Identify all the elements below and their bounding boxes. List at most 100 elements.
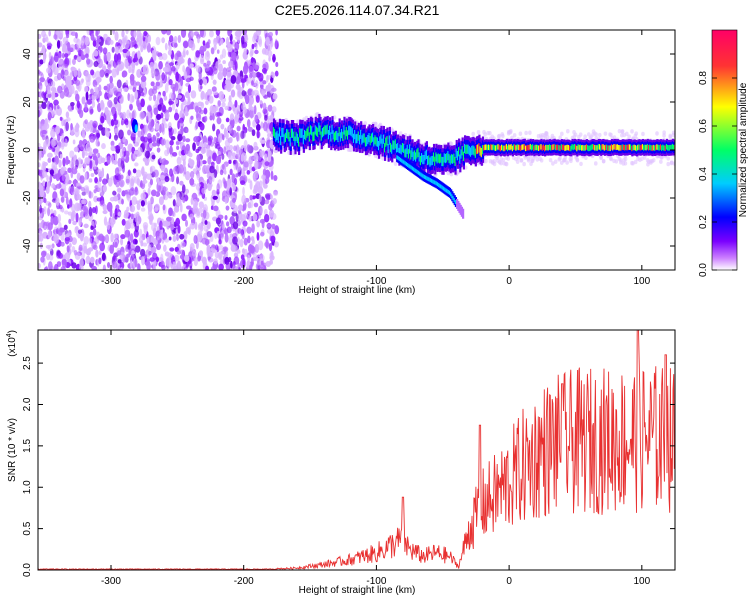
noise-speck xyxy=(218,91,225,101)
noise-speck xyxy=(237,204,243,211)
signal-core xyxy=(399,144,402,154)
signal-core xyxy=(372,132,375,142)
noise-speck xyxy=(240,153,245,162)
signal-core xyxy=(400,145,403,155)
noise-speck xyxy=(242,186,245,196)
halo-speck xyxy=(565,129,570,134)
noise-speck xyxy=(185,128,189,133)
noise-speck xyxy=(222,60,226,65)
noise-speck xyxy=(40,197,44,203)
noise-speck xyxy=(116,79,122,89)
noise-speck xyxy=(83,245,87,254)
noise-speck xyxy=(44,265,49,270)
branch-core xyxy=(430,178,434,183)
noise-speck xyxy=(65,34,70,39)
noise-speck xyxy=(47,152,53,158)
noise-speck xyxy=(106,221,111,230)
signal-core xyxy=(501,144,504,151)
signal-core xyxy=(561,144,565,151)
noise-speck xyxy=(125,30,129,35)
signal-core xyxy=(419,155,423,166)
noise-speck xyxy=(267,115,273,121)
noise-speck xyxy=(222,246,229,252)
signal-core xyxy=(337,132,340,143)
noise-speck xyxy=(242,220,248,227)
noise-speck xyxy=(118,172,122,182)
noise-speck xyxy=(135,169,142,178)
noise-speck xyxy=(162,194,169,201)
noise-speck xyxy=(259,218,266,224)
noise-speck xyxy=(102,264,106,270)
noise-speck xyxy=(69,198,73,208)
signal-core xyxy=(438,154,442,164)
noise-speck xyxy=(130,233,134,243)
noise-speck xyxy=(212,152,218,162)
noise-speck xyxy=(62,157,66,167)
noise-speck xyxy=(123,39,130,50)
branch-core xyxy=(396,155,399,160)
signal-core xyxy=(473,146,476,156)
noise-speck xyxy=(156,177,160,184)
signal-core xyxy=(578,144,581,151)
noise-speck xyxy=(156,235,160,241)
noise-speck xyxy=(49,208,54,215)
noise-speck xyxy=(229,260,233,269)
noise-speck xyxy=(107,69,112,74)
noise-speck xyxy=(217,133,223,144)
noise-speck xyxy=(212,205,219,212)
noise-speck xyxy=(249,245,255,254)
signal-core xyxy=(325,125,328,135)
noise-speck xyxy=(214,244,219,251)
noise-speck xyxy=(85,71,89,78)
noise-speck xyxy=(197,101,203,107)
signal-core xyxy=(534,144,537,151)
noise-speck xyxy=(223,169,227,175)
noise-speck xyxy=(71,105,75,111)
halo-speck xyxy=(515,159,520,164)
signal-core xyxy=(447,151,450,161)
signal-core xyxy=(571,144,574,150)
noise-speck xyxy=(164,123,168,129)
noise-speck xyxy=(125,59,129,70)
noise-speck xyxy=(200,90,205,100)
branch-core xyxy=(435,181,438,186)
snr-y-axis: 0.00.51.01.52.02.5 xyxy=(22,356,675,577)
noise-speck xyxy=(187,103,194,110)
noise-speck xyxy=(98,84,102,93)
signal-core xyxy=(528,144,531,151)
signal-core xyxy=(461,146,464,156)
noise-speck xyxy=(217,100,222,107)
noise-speck xyxy=(148,250,152,256)
signal-core xyxy=(475,144,479,155)
noise-speck xyxy=(114,167,120,176)
y-tick-label: 40 xyxy=(22,48,33,60)
signal-core xyxy=(428,155,431,165)
snr-frame xyxy=(37,329,676,571)
noise-speck xyxy=(48,261,53,270)
noise-speck xyxy=(113,52,119,63)
noise-speck xyxy=(49,169,55,175)
noise-speck xyxy=(110,140,115,147)
noise-speck xyxy=(184,170,191,181)
signal-core xyxy=(425,149,428,159)
noise-speck xyxy=(180,58,185,64)
noise-speck xyxy=(229,233,233,238)
noise-speck xyxy=(195,65,201,73)
signal-core xyxy=(280,135,283,146)
signal-core xyxy=(538,145,541,152)
branch-core xyxy=(438,183,441,188)
signal-core xyxy=(587,145,590,151)
signal-core xyxy=(616,144,620,150)
noise-speck xyxy=(92,120,98,128)
noise-speck xyxy=(38,42,43,48)
branch-core xyxy=(404,161,407,166)
signal-core xyxy=(299,128,302,138)
noise-speck xyxy=(90,33,95,41)
noise-speck xyxy=(47,244,54,252)
snr-x-axis: -300 -200 -100 0 100 xyxy=(101,330,651,587)
noise-speck xyxy=(142,179,148,184)
noise-speck xyxy=(149,165,156,173)
halo-speck xyxy=(594,132,598,137)
noise-speck xyxy=(206,50,210,58)
noise-speck xyxy=(259,254,265,262)
